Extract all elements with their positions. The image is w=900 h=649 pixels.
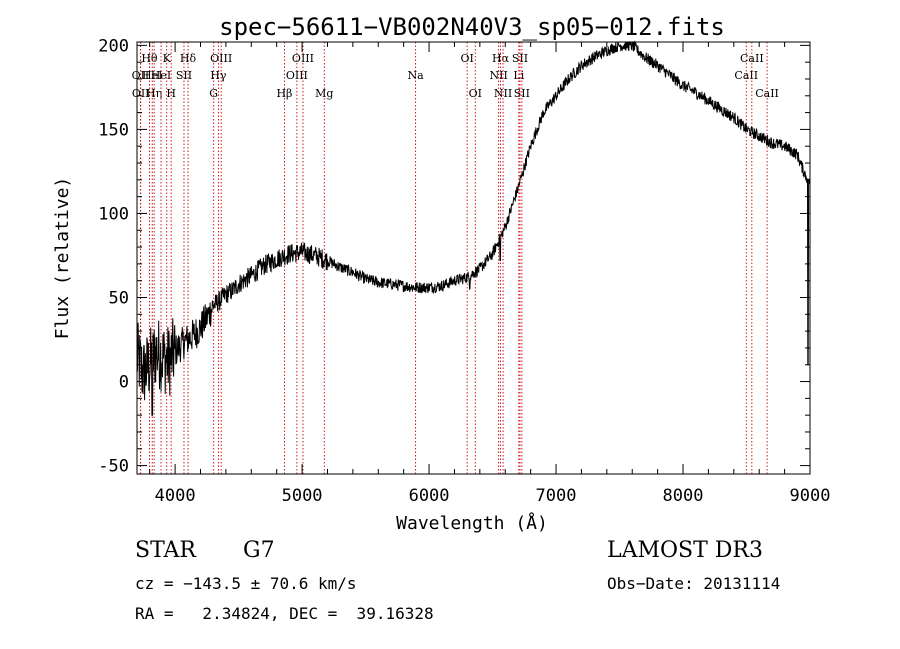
y-tick-label: 100 (98, 204, 129, 224)
line-marker-label: G (209, 87, 218, 100)
line-marker-label: CaII (740, 52, 764, 65)
line-marker-label: Hγ (210, 69, 227, 82)
x-tick-label: 8000 (663, 486, 704, 506)
line-marker-label: SII (514, 87, 530, 100)
x-tick-label: 4000 (155, 486, 196, 506)
spectrum-line (136, 40, 811, 416)
line-marker-label: CaII (755, 87, 779, 100)
line-marker-label: OI (460, 52, 473, 65)
survey-name: LAMOST DR3 (607, 538, 763, 563)
spectrum-series (136, 40, 811, 416)
x-tick-label: 5000 (282, 486, 323, 506)
line-marker-label: CaII (734, 69, 758, 82)
line-marker-label: OI (469, 87, 482, 100)
line-marker-label: K (163, 52, 172, 65)
line-marker-label: Hδ (180, 52, 197, 65)
redshift-velocity: cz = −143.5 ± 70.6 km/s (135, 574, 357, 593)
line-marker-label: OII (132, 87, 150, 100)
y-tick-label: 50 (109, 289, 129, 309)
line-marker-label: OIII (292, 52, 314, 65)
object-class: STAR (135, 538, 196, 563)
line-marker-label: NII (489, 69, 507, 82)
line-marker-label: Na (408, 69, 425, 82)
line-marker-label: NII (494, 87, 512, 100)
line-marker-label: Hη (146, 87, 162, 100)
y-tick-label: -50 (98, 457, 129, 477)
line-marker-label: OIII (286, 69, 308, 82)
line-marker-label: Hβ (276, 87, 292, 100)
y-tick-label: 200 (98, 36, 129, 56)
line-marker-label: H (166, 87, 176, 100)
x-tick-label: 7000 (536, 486, 577, 506)
object-subclass: G7 (243, 538, 275, 563)
line-marker-label: Mg (315, 87, 333, 100)
line-marker-label: SII (512, 52, 528, 65)
x-axis-label: Wavelength (Å) (396, 512, 548, 534)
x-tick-label: 9000 (790, 486, 831, 506)
chart-title: spec−56611−VB002N40V3_sp05−012.fits (219, 13, 725, 41)
plot-frame (136, 41, 811, 475)
x-tick-label: 6000 (409, 486, 450, 506)
y-axis-label: Flux (relative) (52, 177, 73, 340)
coordinates: RA = 2.34824, DEC = 39.16328 (135, 604, 434, 623)
emission-line-markers: OIIOIIHθHeIHηHeIKHSIIHδGHγOIIIHβOIIIOIII… (132, 42, 779, 474)
observation-date: Obs−Date: 20131114 (607, 574, 781, 593)
line-marker-label: SII (176, 69, 192, 82)
line-marker-label: HeI (151, 69, 171, 82)
line-marker-label: Hα (492, 52, 510, 65)
line-marker-label: Li (513, 69, 524, 82)
y-tick-label: 150 (98, 120, 129, 140)
x-axis: 4000 5000 6000 7000 8000 9000 (149, 42, 831, 506)
y-axis: -50 0 50 100 150 200 (98, 36, 810, 477)
line-marker-label: HeI (142, 69, 162, 82)
y-tick-label: 0 (119, 373, 129, 393)
line-marker-label: OIII (210, 52, 232, 65)
line-marker-label: OII (132, 69, 150, 82)
line-marker-label: Hθ (141, 52, 158, 65)
